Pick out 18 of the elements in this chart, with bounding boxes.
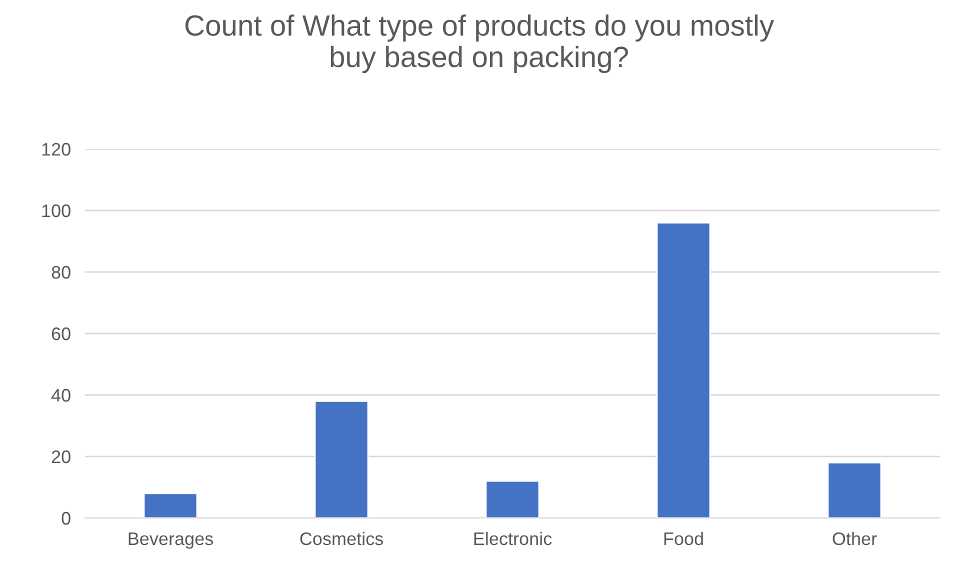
bar [485,480,540,518]
bar [143,492,198,518]
y-tick-label: 100 [42,204,70,218]
y-tick-label: 60 [52,327,70,340]
x-tick-label: Food [664,532,703,546]
bar [827,462,882,518]
bar [314,400,369,518]
x-tick-label: Electronic [474,532,552,546]
chart-title: Count of What type of products do you mostly buy based on packing? [185,14,774,74]
x-tick-label: Other [832,532,877,546]
bar [656,222,711,518]
y-tick-label: 20 [52,450,70,464]
y-tick-label: 120 [42,142,70,156]
x-tick-label: Beverages [128,532,214,549]
y-tick-label: 0 [62,512,70,525]
x-tick-label: Cosmetics [300,532,383,546]
y-tick-label: 80 [52,266,70,279]
y-tick-label: 40 [51,388,70,402]
